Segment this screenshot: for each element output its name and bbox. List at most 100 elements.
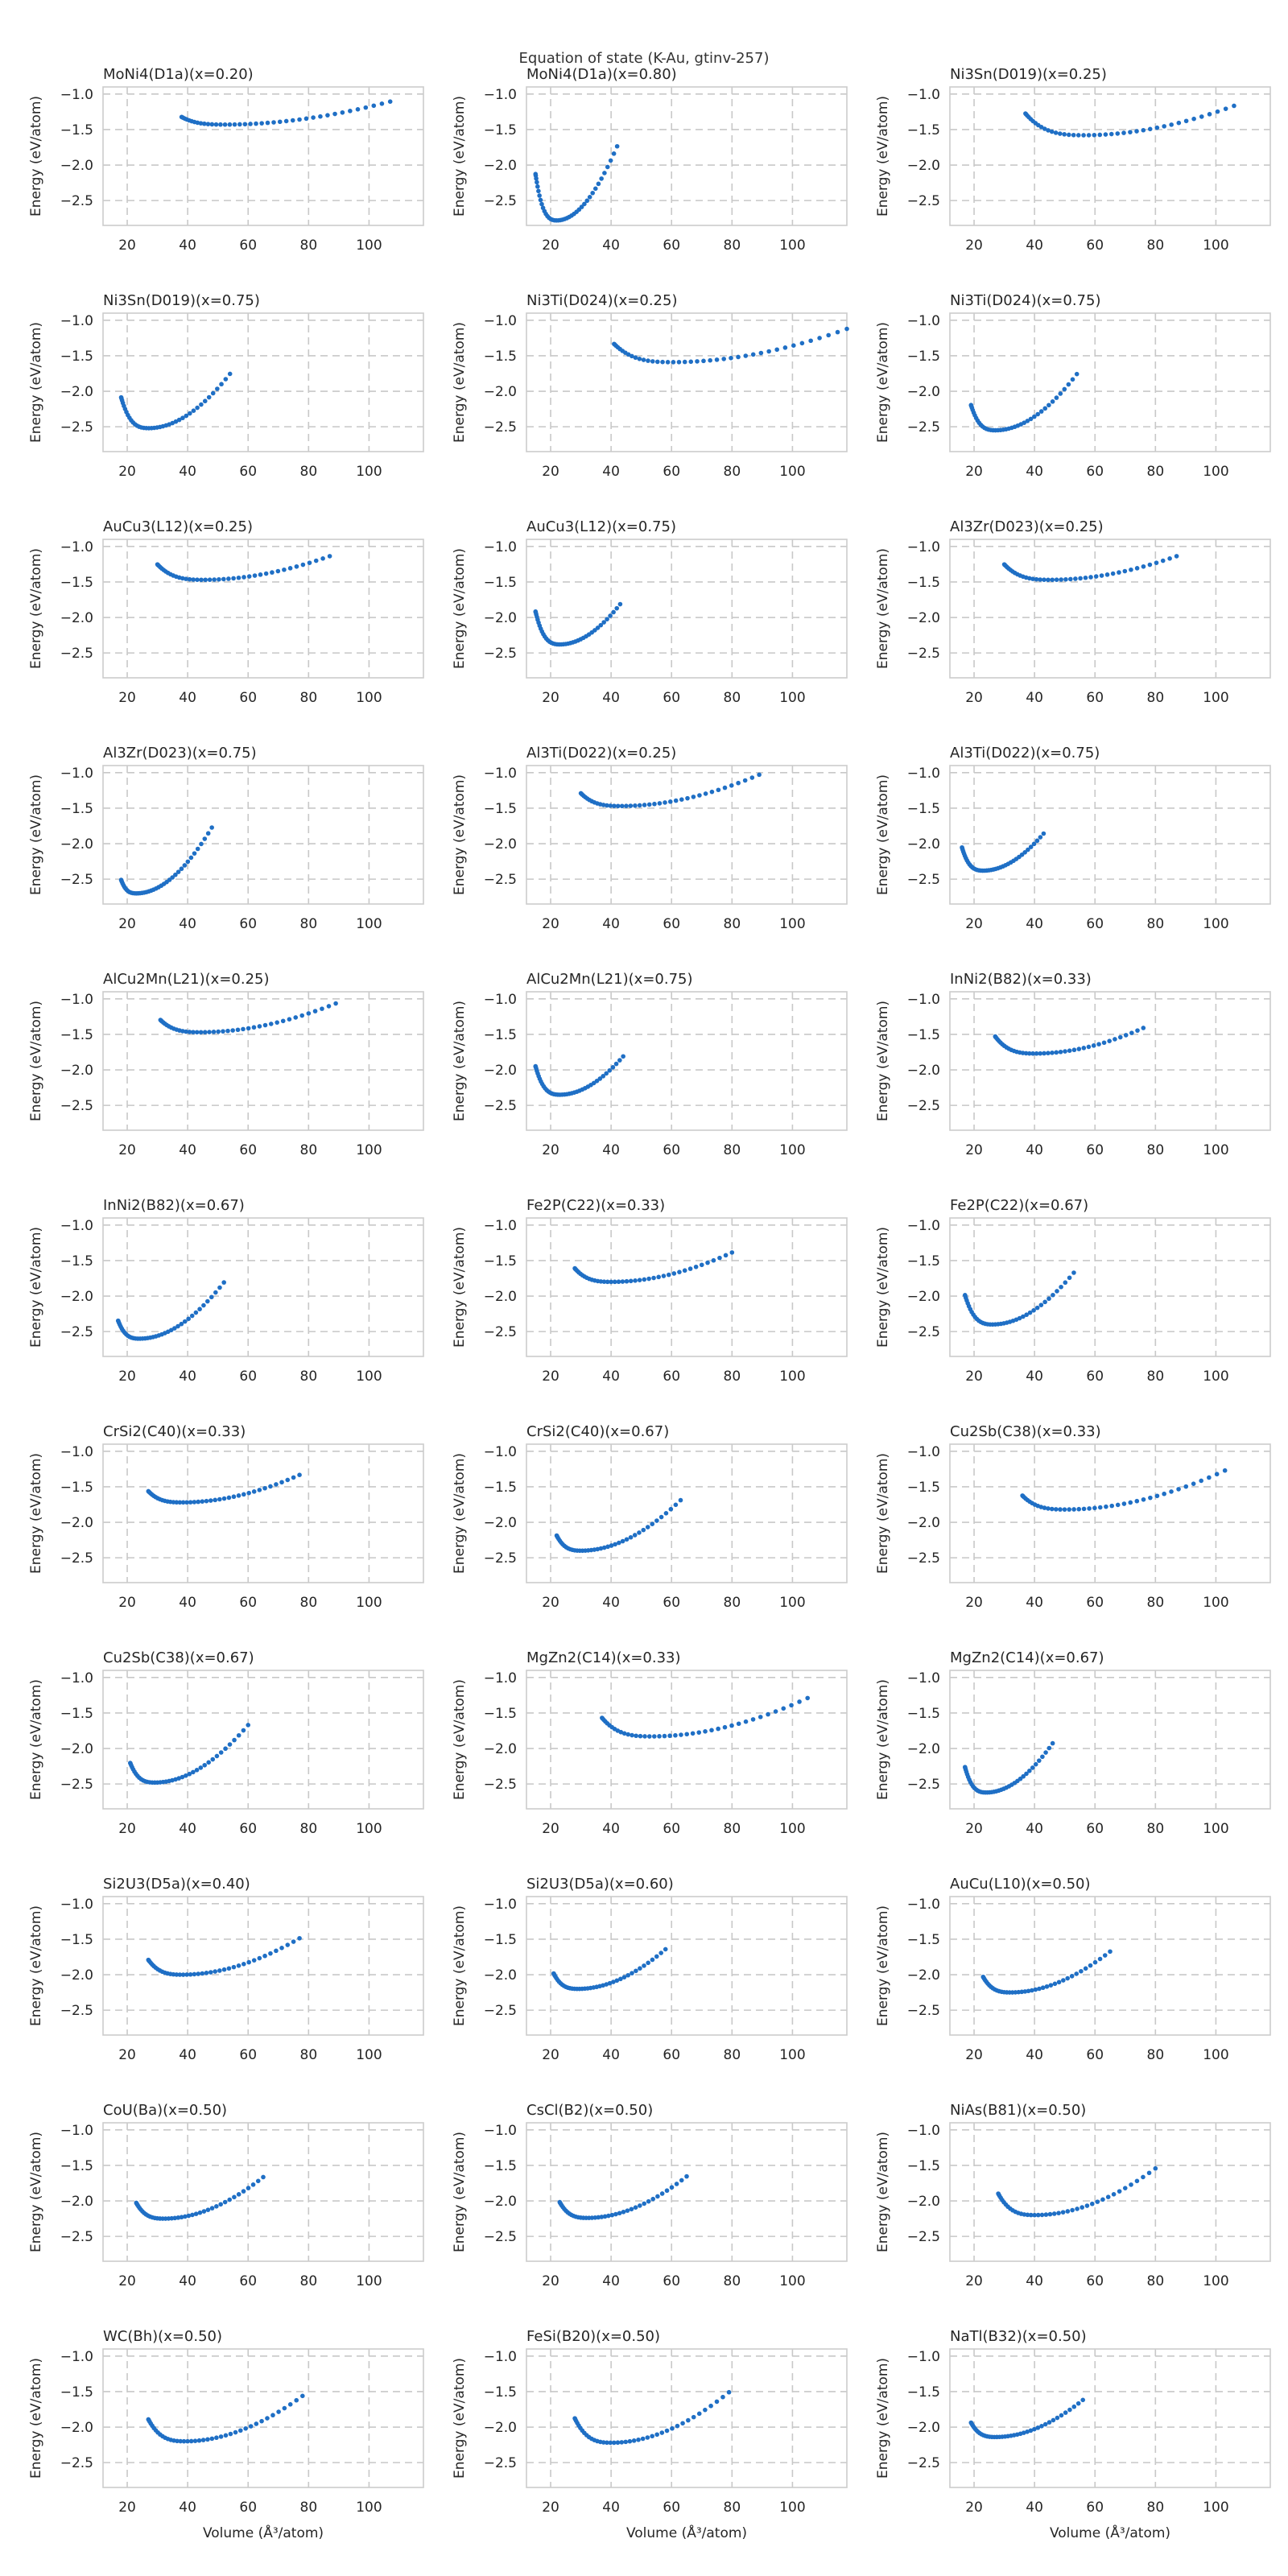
data-point bbox=[758, 1715, 763, 1719]
data-point bbox=[1019, 1989, 1025, 1995]
data-point bbox=[797, 1699, 802, 1704]
y-tick-label: −2.0 bbox=[60, 836, 93, 852]
data-point bbox=[736, 354, 741, 360]
y-axis-label: Energy (eV/atom) bbox=[875, 774, 891, 895]
y-tick-label: −1.5 bbox=[60, 122, 93, 138]
eos-panel: AlCu2Mn(L21)(x=0.75) 20 40 60 80 100 −1.0 −1.5 −… bbox=[452, 971, 848, 1158]
y-axis-label: Energy (eV/atom) bbox=[452, 2358, 468, 2479]
data-point bbox=[199, 402, 204, 407]
data-point bbox=[1162, 124, 1166, 129]
data-point bbox=[192, 2438, 198, 2443]
y-tick-label: −1.5 bbox=[907, 122, 940, 138]
panel-frame bbox=[102, 991, 424, 1131]
data-point bbox=[685, 795, 690, 801]
y-tick-label: −2.5 bbox=[484, 1324, 517, 1340]
data-point bbox=[180, 1774, 185, 1780]
x-tick-label: 20 bbox=[118, 1368, 136, 1385]
data-point bbox=[232, 122, 237, 127]
data-point bbox=[1067, 1275, 1072, 1281]
data-point bbox=[637, 803, 642, 808]
eos-panel: Cu2Sb(C38)(x=0.67) 20 40 60 80 100 −1.0 −1.5 −2.… bbox=[28, 1649, 424, 1837]
panel-frame bbox=[102, 765, 424, 905]
data-point bbox=[1027, 1310, 1033, 1315]
data-point bbox=[1071, 2404, 1077, 2409]
y-tick-label: −1.5 bbox=[484, 122, 517, 138]
x-tick-label: 20 bbox=[965, 1595, 983, 1611]
y-axis-label: Energy (eV/atom) bbox=[28, 96, 44, 217]
data-point bbox=[1038, 1302, 1044, 1307]
data-point bbox=[1061, 1978, 1066, 1983]
data-point bbox=[650, 1521, 655, 1526]
data-point bbox=[714, 2399, 720, 2405]
x-tick-label: 40 bbox=[1026, 2500, 1043, 2516]
data-point bbox=[1207, 1475, 1212, 1480]
data-point bbox=[1042, 577, 1046, 582]
data-point bbox=[608, 613, 613, 618]
x-tick-label: 100 bbox=[1203, 1142, 1228, 1158]
data-point bbox=[606, 2213, 611, 2219]
x-tick-label: 100 bbox=[779, 2047, 805, 2063]
data-point bbox=[605, 803, 609, 808]
data-point bbox=[773, 1709, 778, 1714]
data-point bbox=[313, 558, 319, 564]
data-point bbox=[1183, 118, 1189, 124]
x-tick-label: 60 bbox=[239, 1821, 257, 1837]
y-tick-label: −1.5 bbox=[907, 1706, 940, 1722]
data-point bbox=[207, 1030, 212, 1034]
y-axis-label: Energy (eV/atom) bbox=[875, 548, 891, 669]
y-tick-label: −2.5 bbox=[907, 1098, 940, 1114]
x-tick-label: 60 bbox=[239, 464, 257, 480]
x-tick-label: 20 bbox=[118, 1595, 136, 1611]
x-tick-label: 80 bbox=[1147, 916, 1165, 932]
data-point bbox=[1062, 132, 1067, 137]
data-point bbox=[184, 576, 188, 581]
data-point bbox=[605, 2440, 609, 2446]
x-tick-label: 40 bbox=[1026, 1142, 1043, 1158]
data-point bbox=[254, 121, 258, 126]
data-point bbox=[259, 121, 264, 126]
data-point bbox=[198, 1030, 204, 1035]
data-point bbox=[282, 567, 287, 572]
data-point bbox=[736, 780, 741, 786]
data-point bbox=[1134, 566, 1140, 571]
data-point bbox=[261, 2174, 266, 2180]
data-point bbox=[270, 2413, 275, 2418]
data-point bbox=[210, 390, 216, 396]
y-axis-label: Energy (eV/atom) bbox=[452, 1453, 468, 1574]
y-tick-label: −2.5 bbox=[60, 1324, 93, 1340]
data-point bbox=[1215, 109, 1220, 114]
x-tick-label: 100 bbox=[779, 916, 805, 932]
data-point bbox=[204, 1498, 209, 1504]
data-point bbox=[696, 1730, 702, 1735]
data-point bbox=[607, 1980, 613, 1986]
x-tick-label: 40 bbox=[1026, 464, 1043, 480]
data-point bbox=[187, 1771, 192, 1777]
data-point bbox=[657, 801, 663, 806]
data-point bbox=[1054, 1050, 1059, 1055]
data-point bbox=[665, 360, 671, 365]
data-point bbox=[1055, 1289, 1059, 1294]
data-point bbox=[1147, 126, 1153, 132]
data-point bbox=[242, 122, 248, 127]
data-point bbox=[194, 1768, 200, 1773]
data-point bbox=[195, 846, 200, 852]
y-tick-label: −1.0 bbox=[60, 1444, 93, 1460]
x-tick-label: 80 bbox=[724, 464, 741, 480]
data-point bbox=[1207, 112, 1212, 117]
data-point bbox=[605, 1544, 610, 1550]
data-point bbox=[212, 577, 217, 582]
data-point bbox=[246, 1026, 251, 1031]
data-point bbox=[257, 1488, 262, 1492]
data-point bbox=[1033, 1761, 1038, 1767]
data-point bbox=[170, 875, 175, 880]
data-point bbox=[205, 2207, 211, 2212]
data-point bbox=[1021, 2430, 1026, 2435]
y-axis-label: Energy (eV/atom) bbox=[452, 1227, 468, 1348]
data-point bbox=[210, 1757, 216, 1762]
data-point bbox=[1101, 1040, 1107, 1046]
data-point bbox=[243, 2425, 248, 2431]
data-point bbox=[611, 2440, 617, 2446]
data-point bbox=[1026, 847, 1030, 852]
data-point bbox=[1035, 411, 1041, 417]
y-axis-label: Energy (eV/atom) bbox=[875, 322, 891, 443]
